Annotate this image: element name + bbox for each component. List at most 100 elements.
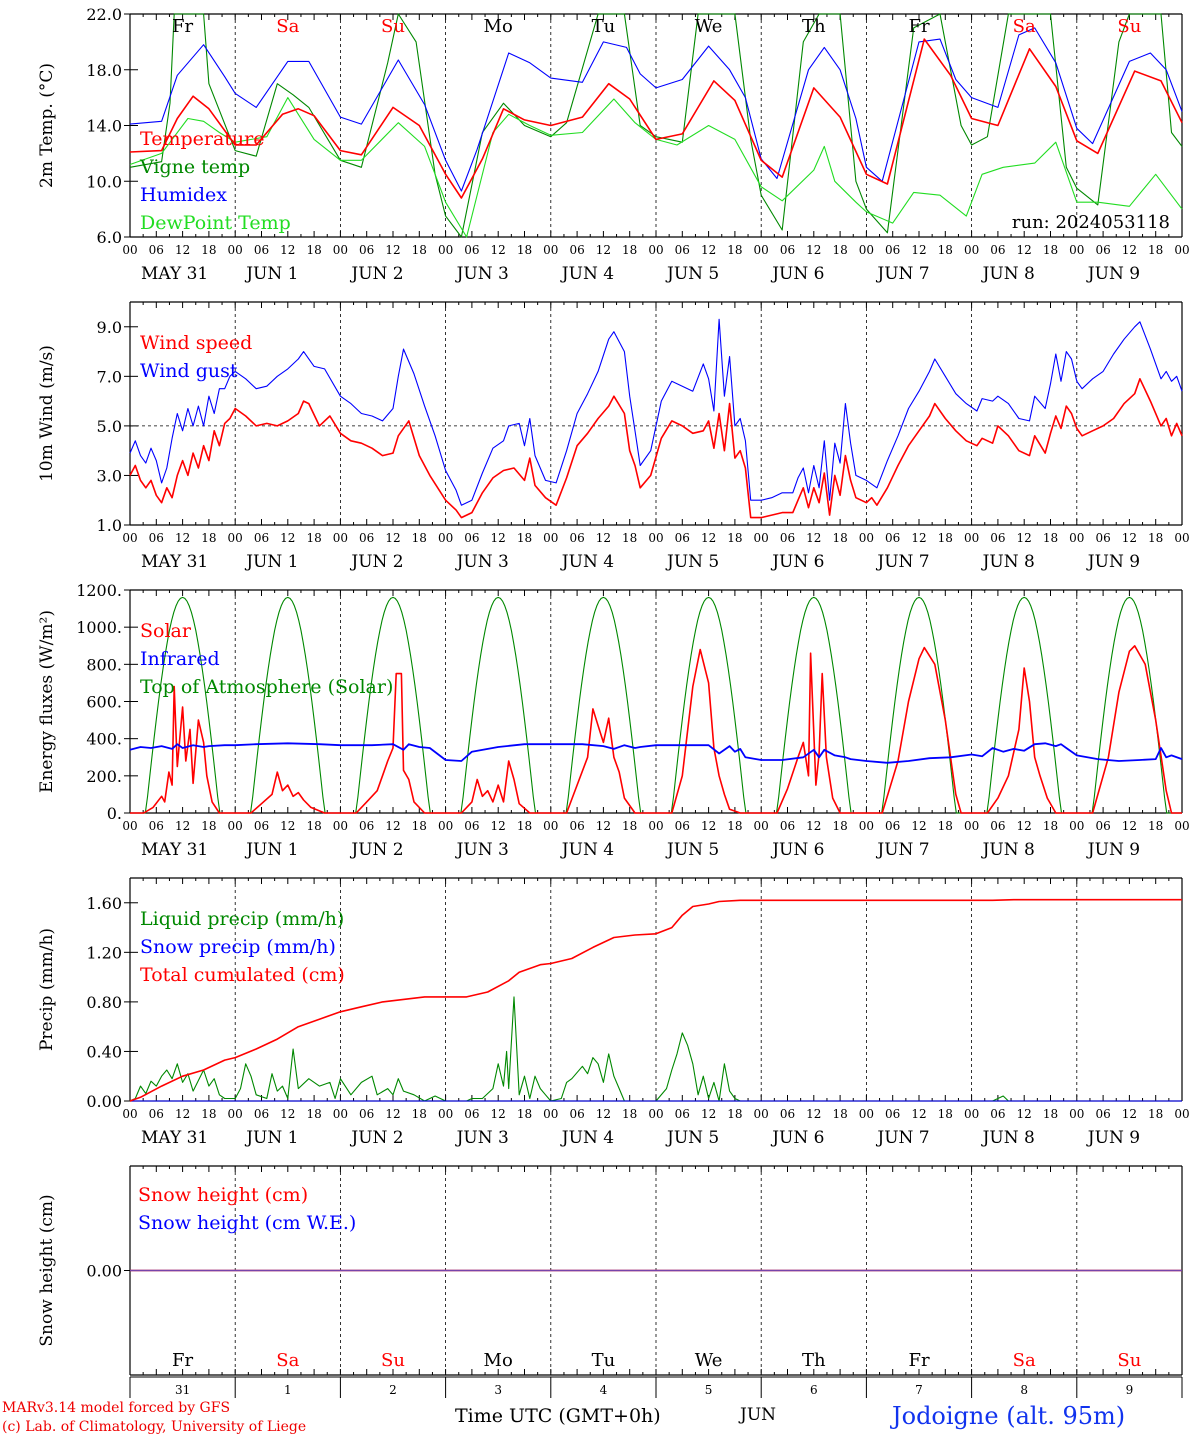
date-label: JUN 8: [981, 264, 1035, 284]
weekday-label-top: We: [695, 16, 723, 37]
hour-tick-label: 12: [911, 531, 926, 545]
weekday-label-top: Mo: [484, 16, 513, 37]
hour-tick-label: 12: [701, 531, 716, 545]
hour-tick-label: 12: [175, 531, 190, 545]
hour-tick-label: 12: [911, 243, 926, 257]
legend-entry: Top of Atmosphere (Solar): [140, 676, 393, 698]
date-label: JUN 3: [455, 840, 509, 860]
hour-tick-label: 06: [359, 819, 374, 833]
date-label: JUN 9: [1086, 264, 1140, 284]
date-label: JUN 4: [560, 1128, 614, 1148]
hour-tick-label: 06: [254, 531, 269, 545]
hour-tick-label: 00: [1069, 819, 1084, 833]
y-tick-label: 10.0: [86, 172, 122, 191]
hour-tick-label: 00: [1174, 531, 1189, 545]
date-label: JUN 6: [770, 264, 824, 284]
hour-tick-label: 18: [201, 243, 216, 257]
hour-tick-label: 18: [201, 1107, 216, 1121]
credits-line-1: MARv3.14 model forced by GFS: [2, 1400, 231, 1416]
date-label: JUN 5: [665, 552, 719, 572]
hour-tick-label: 00: [1069, 531, 1084, 545]
date-label: JUN 1: [244, 552, 298, 572]
hour-tick-label: 12: [491, 531, 506, 545]
date-label: MAY 31: [141, 264, 208, 284]
hour-tick-label: 12: [1017, 243, 1032, 257]
hour-tick-label: 12: [806, 531, 821, 545]
hour-tick-label: 00: [859, 243, 874, 257]
hour-tick-label: 12: [1017, 531, 1032, 545]
hour-tick-label: 18: [1043, 243, 1058, 257]
hour-tick-label: 06: [885, 243, 900, 257]
hour-tick-label: 00: [859, 1107, 874, 1121]
weekday-label-bottom: We: [695, 1350, 723, 1371]
hour-tick-label: 18: [622, 243, 637, 257]
hour-tick-label: 06: [254, 243, 269, 257]
hour-tick-label: 12: [280, 1107, 295, 1121]
y-tick-label: 0.40: [86, 1042, 122, 1061]
weekday-label-bottom: Th: [802, 1350, 826, 1371]
hour-tick-label: 00: [438, 243, 453, 257]
hour-tick-label: 06: [359, 531, 374, 545]
y-tick-label: 0.80: [86, 993, 122, 1012]
hour-tick-label: 06: [780, 1107, 795, 1121]
date-label: MAY 31: [141, 1128, 208, 1148]
y-tick-label: 600.: [86, 693, 122, 712]
hour-tick-label: 06: [675, 819, 690, 833]
hour-tick-label: 06: [569, 243, 584, 257]
legend-entry: Solar: [140, 620, 192, 642]
date-label: JUN 4: [560, 840, 614, 860]
legend-entry: Infrared: [140, 648, 220, 670]
weekday-label-top: Tu: [592, 16, 616, 37]
hour-tick-label: 18: [412, 243, 427, 257]
time-axis-label: Time UTC (GMT+0h): [455, 1405, 661, 1427]
date-label: JUN 4: [560, 264, 614, 284]
y-axis-label: Snow height (cm): [37, 1194, 57, 1346]
hour-tick-label: 00: [754, 1107, 769, 1121]
hour-tick-label: 00: [964, 531, 979, 545]
date-label: JUN 8: [981, 552, 1035, 572]
hour-tick-label: 18: [938, 243, 953, 257]
hour-tick-label: 18: [622, 1107, 637, 1121]
weekday-label-bottom: Tu: [592, 1350, 616, 1371]
hour-tick-label: 12: [491, 819, 506, 833]
day-number: 4: [600, 1383, 608, 1397]
y-tick-label: 1.0: [97, 516, 122, 535]
hour-tick-label: 00: [1069, 243, 1084, 257]
day-number: 8: [1020, 1383, 1028, 1397]
date-label: MAY 31: [141, 840, 208, 860]
hour-tick-label: 12: [1122, 1107, 1137, 1121]
hour-tick-label: 12: [175, 243, 190, 257]
hour-tick-label: 12: [1017, 819, 1032, 833]
hour-tick-label: 18: [517, 243, 532, 257]
y-tick-label: 1200.: [76, 581, 122, 600]
hour-tick-label: 12: [491, 243, 506, 257]
date-label: JUN 8: [981, 840, 1035, 860]
hour-tick-label: 18: [201, 819, 216, 833]
hour-tick-label: 00: [228, 243, 243, 257]
weekday-label-top: Su: [1117, 16, 1141, 37]
day-number: 2: [389, 1383, 397, 1397]
date-label: JUN 6: [770, 840, 824, 860]
weekday-label-bottom: Mo: [484, 1350, 513, 1371]
hour-tick-label: 06: [254, 819, 269, 833]
y-axis-label: 2m Temp. (°C): [37, 63, 57, 188]
hour-tick-label: 06: [675, 1107, 690, 1121]
hour-tick-label: 12: [385, 1107, 400, 1121]
hour-tick-label: 06: [149, 819, 164, 833]
hour-tick-label: 00: [648, 819, 663, 833]
hour-tick-label: 18: [517, 819, 532, 833]
hour-tick-label: 12: [596, 1107, 611, 1121]
hour-tick-label: 06: [359, 243, 374, 257]
legend-entry: Snow height (cm W.E.): [138, 1212, 356, 1234]
month-label: JUN: [740, 1405, 777, 1425]
legend-entry: Vigne temp: [139, 156, 250, 178]
hour-tick-label: 00: [122, 1107, 137, 1121]
hour-tick-label: 00: [648, 243, 663, 257]
hour-tick-label: 12: [701, 819, 716, 833]
hour-tick-label: 12: [175, 819, 190, 833]
hour-tick-label: 06: [464, 243, 479, 257]
hour-tick-label: 18: [1148, 819, 1163, 833]
series-line-infrared: [129, 742, 1183, 764]
hour-tick-label: 18: [1043, 531, 1058, 545]
